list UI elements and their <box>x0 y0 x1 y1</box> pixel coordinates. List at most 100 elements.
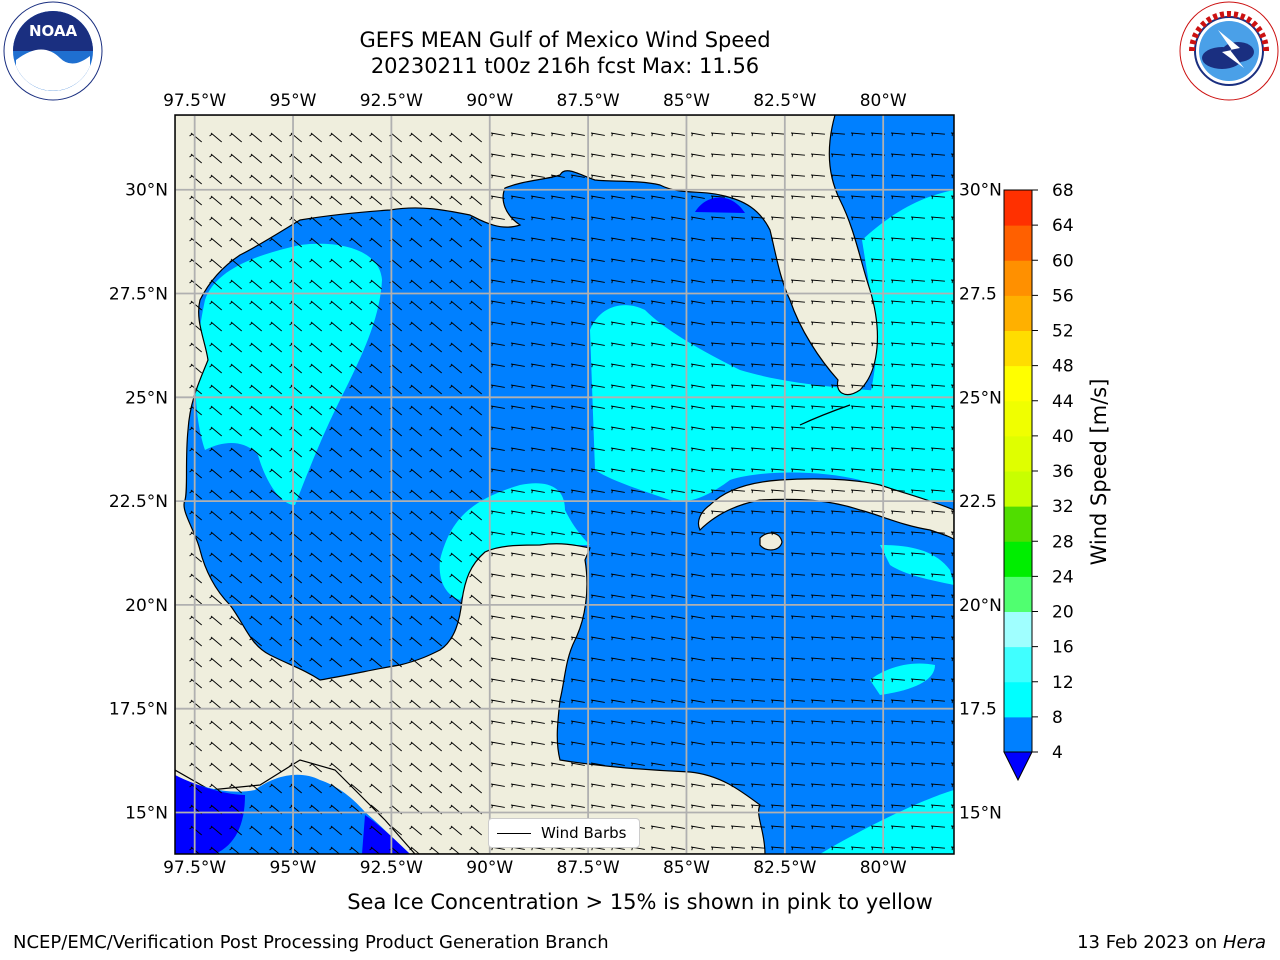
wind-barb <box>590 279 605 283</box>
wind-barb <box>250 531 263 542</box>
wind-barb-feather <box>671 301 673 305</box>
wind-barb-feather <box>571 553 573 557</box>
wind-barb <box>550 636 565 640</box>
wind-barb <box>490 741 505 745</box>
wind-barb-feather <box>591 238 593 242</box>
wind-barb <box>770 594 785 597</box>
wind-barb <box>650 657 665 661</box>
wind-barb <box>850 636 865 639</box>
wind-barb <box>710 825 725 828</box>
wind-barb <box>850 531 865 534</box>
wind-barb-feather <box>369 784 373 788</box>
wind-barb-feather <box>289 406 293 410</box>
wind-barb <box>310 153 323 164</box>
wind-region-florida <box>862 190 954 400</box>
wind-barb <box>810 363 825 366</box>
wind-barb-feather <box>189 784 193 788</box>
wind-barb <box>570 762 585 766</box>
wind-barb-feather <box>691 364 693 368</box>
wind-barb-feather <box>409 826 413 830</box>
wind-barb <box>690 552 705 556</box>
colorbar-swatch <box>1004 400 1032 437</box>
wind-barb <box>690 279 705 283</box>
footer-date-text: 13 Feb 2023 on <box>1077 932 1223 953</box>
wind-barb <box>530 132 545 136</box>
wind-barb <box>570 573 585 577</box>
wind-barb-feather <box>491 406 493 410</box>
wind-barb-feather <box>229 679 233 683</box>
wind-barb-feather <box>409 196 413 200</box>
wind-barb-feather <box>369 322 373 326</box>
wind-barb-feather <box>551 385 553 389</box>
wind-barb <box>190 741 203 752</box>
wind-barb-feather <box>249 364 253 368</box>
wind-barb-feather <box>209 238 213 242</box>
wind-barb-feather <box>531 679 533 683</box>
wind-barb <box>550 783 565 787</box>
wind-barb-feather <box>631 658 633 662</box>
wind-barb <box>810 132 825 135</box>
wind-barb <box>590 237 605 241</box>
wind-barb <box>250 447 263 458</box>
wind-barb-feather <box>611 595 613 599</box>
wind-barb-feather <box>309 322 313 326</box>
wind-barb-feather <box>491 196 493 200</box>
wind-barb <box>230 342 243 353</box>
wind-barb <box>530 426 545 430</box>
wind-barb <box>770 615 785 618</box>
wind-barb <box>710 552 725 555</box>
wind-barb-feather <box>591 637 593 641</box>
wind-barb <box>470 447 483 458</box>
wind-barb-feather <box>249 826 253 830</box>
wind-barb-feather <box>671 322 673 326</box>
wind-barb-feather <box>429 259 433 263</box>
wind-barb <box>770 573 785 576</box>
wind-barb-feather <box>531 175 533 179</box>
wind-barb-feather <box>691 553 693 557</box>
wind-barb-feather <box>591 343 593 347</box>
wind-barb <box>330 720 343 731</box>
wind-barb <box>330 636 343 647</box>
wind-barb <box>730 279 745 282</box>
chart-title: GEFS MEAN Gulf of Mexico Wind Speed <box>359 28 771 52</box>
wind-barb-feather <box>571 301 573 305</box>
colorbar-swatch <box>1004 260 1032 296</box>
wind-barb-feather <box>631 511 633 515</box>
wind-barb-feather <box>449 364 453 368</box>
wind-barb <box>470 825 483 836</box>
wind-barb-feather <box>469 700 473 704</box>
wind-barb <box>610 279 625 283</box>
wind-barb-feather <box>591 154 593 158</box>
wind-barb <box>210 678 223 689</box>
wind-barb <box>330 594 343 605</box>
wind-barb <box>570 741 585 745</box>
wind-barb-feather <box>449 679 453 683</box>
wind-barb-feather <box>269 238 273 242</box>
wind-barb <box>890 426 905 429</box>
wind-barb <box>790 636 805 639</box>
wind-barb <box>490 237 505 241</box>
wind-barb <box>190 489 203 500</box>
wind-barb-feather <box>449 700 453 704</box>
wind-barb-feather <box>551 133 553 137</box>
wind-barb <box>550 342 565 346</box>
wind-barb-feather <box>651 574 653 578</box>
wind-barb <box>650 741 665 745</box>
wind-barb-feather <box>571 700 573 704</box>
wind-barb <box>890 573 905 576</box>
wind-barb-feather <box>229 259 233 263</box>
wind-barb <box>530 657 545 661</box>
wind-barb <box>330 699 343 710</box>
wind-barb <box>690 132 705 136</box>
land-cuba <box>697 478 954 541</box>
wind-barb <box>810 384 825 387</box>
lat-label-right: 30°N <box>959 181 1002 201</box>
wind-barb <box>310 489 323 500</box>
wind-barb <box>670 636 685 640</box>
wind-barb <box>530 405 545 409</box>
wind-barb-feather <box>309 616 313 620</box>
wind-barb-feather <box>249 532 253 536</box>
wind-barb-feather <box>269 574 273 578</box>
wind-barb-feather <box>349 238 353 242</box>
wind-barb-feather <box>491 259 493 263</box>
